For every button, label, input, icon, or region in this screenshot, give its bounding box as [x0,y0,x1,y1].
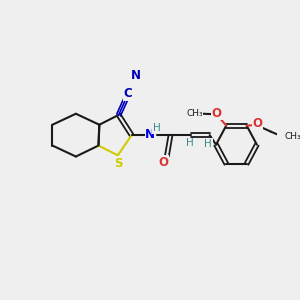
Text: CH₃: CH₃ [186,109,203,118]
Text: N: N [131,70,141,83]
Text: H: H [153,123,161,133]
Text: C: C [123,87,132,100]
Text: O: O [252,117,262,130]
Text: O: O [159,156,169,169]
Text: H: H [186,139,194,148]
Text: N: N [146,128,155,141]
Text: H: H [204,139,212,149]
Text: O: O [212,106,222,120]
Text: CH₃: CH₃ [284,132,300,141]
Text: S: S [114,157,123,170]
